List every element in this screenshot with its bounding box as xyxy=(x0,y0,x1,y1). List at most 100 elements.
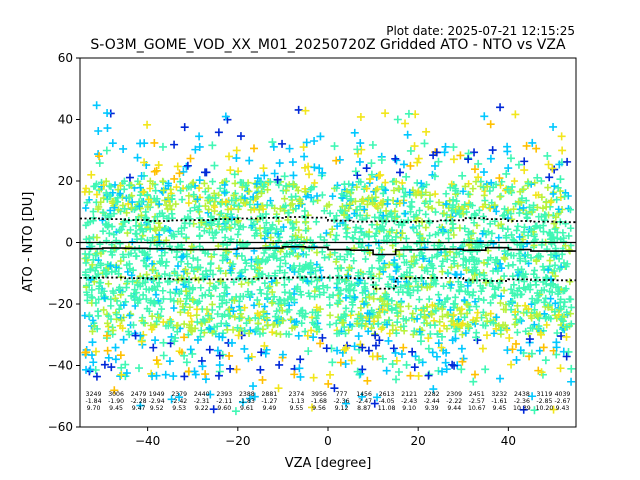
scatter-point xyxy=(200,274,208,282)
scatter-point xyxy=(455,206,463,214)
scatter-point xyxy=(218,312,226,320)
scatter-point xyxy=(440,209,448,217)
scatter-point xyxy=(552,224,560,232)
scatter-point xyxy=(204,184,212,192)
bin-stat-n: 2393 xyxy=(216,391,232,398)
scatter-point xyxy=(459,205,467,213)
scatter-point xyxy=(123,209,131,217)
scatter-point xyxy=(564,347,573,356)
scatter-point xyxy=(323,284,331,292)
scatter-point xyxy=(137,337,146,346)
scatter-point xyxy=(519,204,527,212)
scatter-point xyxy=(527,226,535,234)
scatter-point xyxy=(280,297,288,305)
scatter-point xyxy=(225,351,234,360)
scatter-point xyxy=(561,192,569,200)
scatter-point xyxy=(146,225,154,233)
bin-stat-sd: 9.45 xyxy=(109,405,123,412)
scatter-point xyxy=(531,299,539,307)
scatter-point xyxy=(156,210,164,218)
scatter-point xyxy=(207,253,215,261)
scatter-point xyxy=(151,336,160,345)
scatter-point xyxy=(377,325,385,333)
scatter-point xyxy=(241,256,249,264)
scatter-point xyxy=(509,272,517,280)
scatter-point xyxy=(147,297,155,305)
bin-stat-n: 2479 xyxy=(131,391,147,398)
scatter-point xyxy=(385,316,393,324)
bin-stat-mean: -2.42 xyxy=(171,398,187,405)
scatter-point xyxy=(252,226,260,234)
scatter-point xyxy=(549,405,558,414)
scatter-point xyxy=(159,287,167,295)
scatter-point xyxy=(438,262,446,270)
scatter-point xyxy=(421,199,429,207)
scatter-point xyxy=(541,356,550,365)
scatter-point xyxy=(142,295,150,303)
scatter-point xyxy=(517,317,525,325)
scatter-point xyxy=(368,140,377,149)
bin-stat-mean: -2.47 xyxy=(356,398,372,405)
scatter-point xyxy=(299,312,307,320)
scatter-point xyxy=(273,225,281,233)
scatter-point xyxy=(221,234,229,242)
scatter-point xyxy=(152,166,161,175)
scatter-point xyxy=(159,212,167,220)
scatter-point xyxy=(448,336,457,345)
scatter-point xyxy=(286,250,294,258)
scatter-point xyxy=(326,321,334,329)
scatter-point xyxy=(414,283,422,291)
scatter-point xyxy=(520,185,528,193)
scatter-point xyxy=(386,210,394,218)
scatter-point xyxy=(149,343,158,352)
scatter-point xyxy=(504,262,512,270)
scatter-point xyxy=(268,138,277,147)
bin-statistics: 3249-1.849.703006-1.909.452479-2.289.471… xyxy=(86,391,571,412)
scatter-point xyxy=(487,310,495,318)
scatter-point xyxy=(486,120,495,129)
bin-stat-sd: 10.39 xyxy=(513,405,531,412)
scatter-point xyxy=(207,292,215,300)
bin-stat-mean: -2.11 xyxy=(216,398,232,405)
scatter-point xyxy=(145,286,153,294)
scatter-point xyxy=(205,345,214,354)
scatter-point xyxy=(406,371,415,380)
scatter-point xyxy=(457,270,465,278)
scatter-point xyxy=(204,312,212,320)
scatter-point xyxy=(348,186,356,194)
scatter-point xyxy=(132,222,140,230)
x-axis-ticks: −40 −20 0 20 40 xyxy=(135,427,516,448)
scatter-point xyxy=(247,262,255,270)
scatter-point xyxy=(120,253,128,261)
scatter-point xyxy=(102,189,110,197)
scatter-point xyxy=(320,207,328,215)
scatter-point xyxy=(87,170,96,179)
bin-stat-mean: -1.90 xyxy=(108,398,124,405)
scatter-point xyxy=(332,156,341,165)
scatter-point xyxy=(186,207,194,215)
scatter-point xyxy=(362,164,371,173)
scatter-point xyxy=(393,115,402,124)
scatter-point xyxy=(206,315,214,323)
scatter-point xyxy=(187,183,195,191)
scatter-point xyxy=(124,200,132,208)
scatter-point xyxy=(457,321,465,329)
upper-sigma-line xyxy=(80,216,576,224)
scatter-point xyxy=(414,154,423,163)
scatter-point xyxy=(89,316,97,324)
scatter-point xyxy=(326,231,334,239)
scatter-point xyxy=(170,140,179,149)
scatter-point xyxy=(450,321,458,329)
scatter-point xyxy=(468,253,476,261)
scatter-point xyxy=(122,369,131,378)
scatter-point xyxy=(500,286,508,294)
scatter-point xyxy=(430,317,438,325)
scatter-point xyxy=(244,354,253,363)
scatter-point xyxy=(306,262,314,269)
scatter-point xyxy=(529,206,537,214)
scatter-point xyxy=(388,360,397,369)
scatter-point xyxy=(326,370,335,379)
scatter-point xyxy=(489,267,497,275)
bin-stat-mean: -2.28 xyxy=(131,398,147,405)
scatter-point xyxy=(180,224,188,232)
